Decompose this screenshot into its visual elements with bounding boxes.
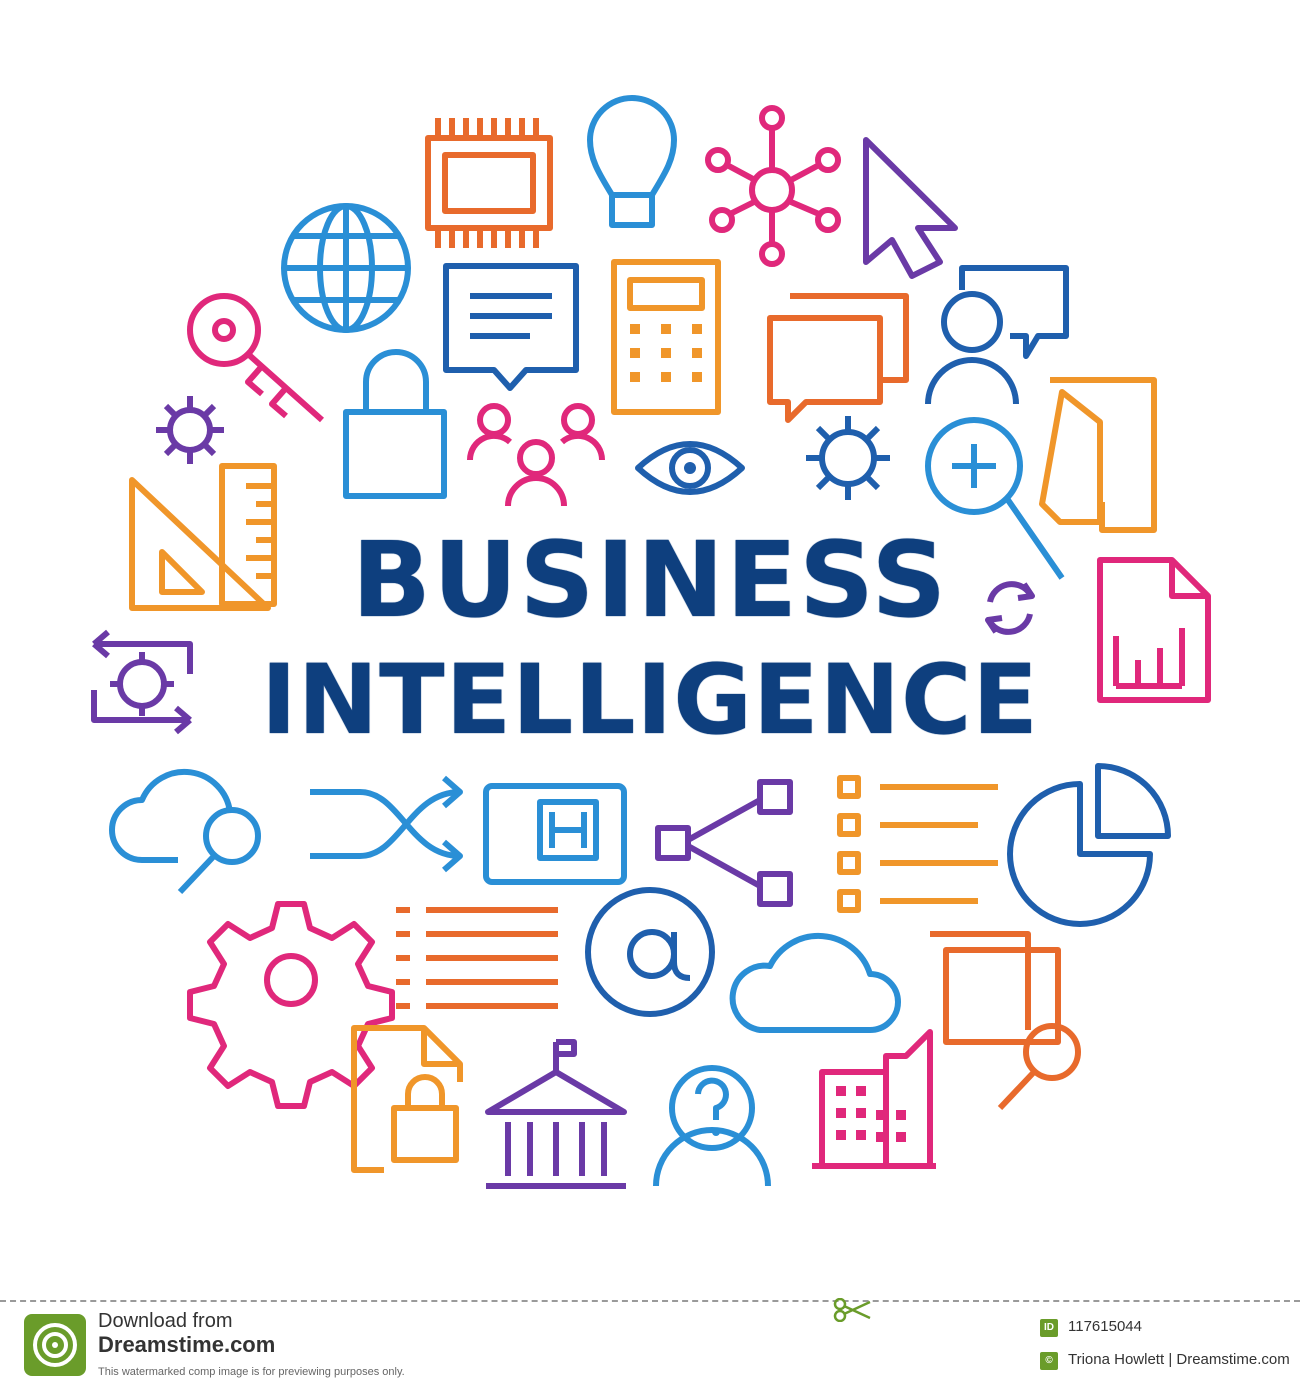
ruler-triangle-icon [129,463,277,611]
cloud-icon [729,932,901,1033]
download-label: Download from [98,1310,233,1332]
sync-icon [985,581,1035,635]
share-nodes-icon [655,779,793,907]
question-dot [712,1128,720,1136]
dashed-divider [0,1300,1300,1302]
preview-note: This watermarked comp image is for previ… [98,1366,405,1378]
user-chat-icon [925,265,1069,405]
key-icon [187,293,324,423]
buildings-windows [836,1086,906,1142]
pie-chart-icon [1007,763,1171,927]
chat-bubble-icon [443,263,579,391]
at-sign-icon [585,887,715,1017]
cursor-icon [863,137,958,279]
scissors-icon [833,1298,871,1322]
site-name[interactable]: Dreamstime.com [98,1332,276,1357]
id-card-icon [483,783,627,885]
icon-artwork [91,95,1211,1189]
large-gear-icon [187,901,395,1109]
chip-icon [425,118,553,248]
cloud-search-icon [109,768,261,895]
zoom-in-icon [925,417,1065,580]
question-user-icon [653,1065,771,1187]
headline-intelligence: INTELLIGENCE [261,644,1039,756]
eye-icon [635,441,745,495]
shuffle-icon [310,775,463,873]
image-id: 117615044 [1068,1318,1142,1335]
team-icon [466,403,606,507]
calculator-icon [611,259,721,415]
padlock-icon [343,349,447,499]
checklist-icon [837,775,998,913]
bank-icon [485,1039,627,1189]
process-gear-icon [91,629,193,735]
id-badge: ID [1040,1319,1058,1337]
gear-small-icon [156,396,224,464]
author-credit: Triona Howlett | Dreamstime.com [1068,1351,1290,1368]
speech-bubbles-icon [767,293,909,423]
gear-icon [806,416,890,500]
headline-business: BUSINESS [351,519,949,641]
list-icon [396,907,558,1009]
dreamstime-logo-icon [24,1314,86,1376]
buildings-icon [812,1029,936,1169]
copyright-badge: © [1040,1352,1058,1370]
locked-file-icon [351,1025,463,1173]
report-file-icon [1097,557,1211,703]
lightbulb-icon [587,95,677,228]
watermark-footer: Download from Dreamstime.com This waterm… [0,1292,1300,1390]
document-search-icon [930,931,1081,1111]
globe-icon [281,203,411,333]
calculator-keys [630,324,702,382]
network-icon [705,105,841,267]
eye-pupil [684,462,696,474]
folder-icon [1039,377,1157,533]
